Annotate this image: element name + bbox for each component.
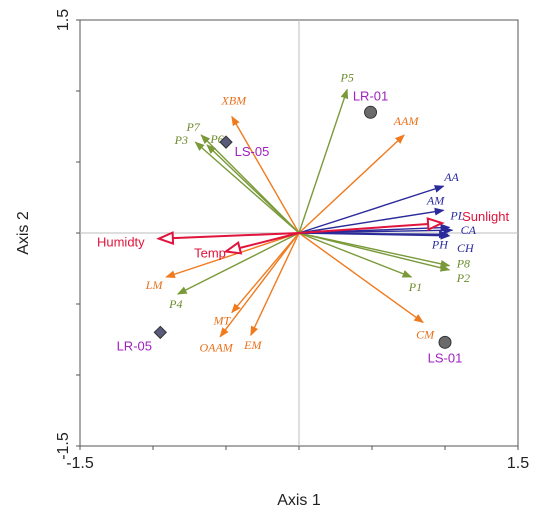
species-arrow-aam (298, 134, 405, 234)
species-arrow-oaam (219, 232, 300, 338)
site-label-ls-01: LS-01 (428, 350, 463, 365)
y-tick-label-min: -1.5 (55, 432, 72, 460)
species-label-ch: CH (457, 241, 475, 255)
y-axis-title: Axis 2 (15, 211, 32, 255)
species-label-aam: AAM (393, 114, 420, 128)
env-label-temp: Temp (194, 245, 226, 260)
env-label-sunlight: Sunlight (462, 209, 509, 224)
species-arrow-p4 (176, 232, 300, 295)
species-label-p5: P5 (340, 71, 354, 85)
species-label-p1: P1 (408, 280, 422, 294)
species-arrow-p1 (298, 232, 413, 278)
species-label-ca: CA (461, 223, 477, 237)
species-label-xbm: XBM (221, 94, 248, 108)
species-label-p4: P4 (168, 297, 182, 311)
env-arrowhead-humidty (156, 231, 175, 246)
site-marker-ls-01 (438, 335, 452, 349)
axis-ticks (76, 19, 519, 450)
site-label-ls-05: LS-05 (235, 144, 270, 159)
site-label-lr-01: LR-01 (353, 88, 388, 103)
env-arrowhead-temp (223, 241, 243, 255)
species-arrow-p6 (206, 144, 300, 234)
site-label-lr-05: LR-05 (117, 338, 152, 353)
species-label-oaam: OAAM (199, 341, 233, 355)
species-label-em: EM (243, 338, 262, 352)
species-label-pl: PL (449, 208, 464, 222)
species-label-p3: P3 (174, 133, 188, 147)
species-label-p8: P8 (456, 257, 470, 271)
species-arrow-p5 (298, 88, 349, 234)
species-label-am: AM (426, 193, 445, 207)
species-label-aa: AA (443, 170, 459, 184)
x-tick-label-min: -1.5 (66, 455, 94, 472)
species-arrow-ch (298, 231, 451, 240)
x-tick-label-max: 1.5 (507, 455, 529, 472)
site-points: LR-01 LS-05 LR-05 LS-01 (117, 88, 463, 365)
species-arrow-ca (298, 226, 454, 235)
environment-vectors: Humidty Temp Sunlight (97, 209, 509, 260)
env-arrow-temp (239, 232, 300, 249)
y-tick-label-max: 1.5 (55, 9, 72, 31)
species-label-ph: PH (431, 237, 449, 251)
x-axis-title: Axis 1 (277, 492, 321, 509)
species-label-p2: P2 (456, 271, 470, 285)
env-arrow-sunlight (298, 223, 429, 234)
species-arrow-em (250, 232, 300, 337)
env-arrow-humidty (172, 232, 300, 240)
site-marker-lr-01 (364, 105, 378, 119)
species-arrow-cm (298, 232, 424, 324)
species-arrow-lm (165, 232, 300, 278)
species-arrow-p3 (194, 141, 300, 234)
species-arrow-mt (231, 232, 300, 314)
species-arrow-p8 (298, 232, 451, 268)
species-label-lm: LM (145, 278, 164, 292)
env-label-humidty: Humidty (97, 235, 145, 250)
site-marker-lr-05 (153, 325, 168, 340)
env-arrowhead-sunlight (426, 217, 445, 232)
site-marker-ls-05 (219, 135, 233, 149)
species-label-p7: P7 (186, 120, 201, 134)
species-arrow-xbm (231, 115, 300, 234)
species-arrow-aa (298, 185, 445, 234)
species-label-mt: MT (213, 314, 232, 328)
species-arrow-am (298, 207, 445, 234)
species-label-cm: CM (416, 327, 435, 341)
